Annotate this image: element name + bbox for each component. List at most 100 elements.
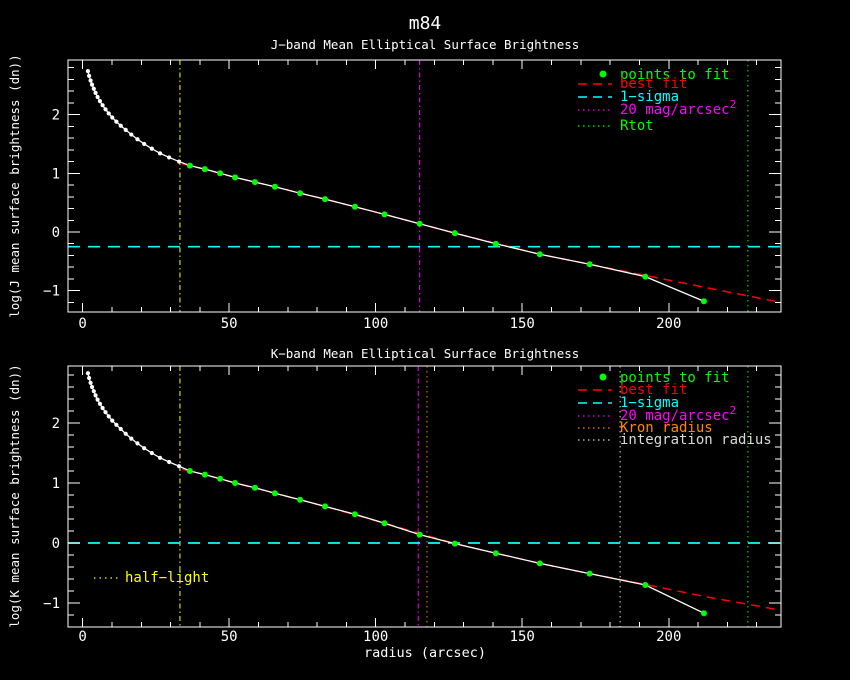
profile-point xyxy=(88,380,93,385)
profile-point xyxy=(149,450,154,456)
y-tick-label: 1 xyxy=(52,476,60,492)
fit-point xyxy=(251,484,258,491)
fit-point xyxy=(536,251,543,258)
fit-point xyxy=(322,503,329,510)
fit-point xyxy=(251,179,258,186)
profile-point xyxy=(135,137,140,142)
x-tick-label: 150 xyxy=(510,629,535,645)
y-tick-label: 1 xyxy=(52,166,60,182)
profile-point xyxy=(86,375,92,381)
profile-point xyxy=(114,422,119,427)
legend-dot-swatch xyxy=(599,373,607,381)
fit-point xyxy=(451,540,458,547)
profile-point xyxy=(167,155,172,160)
profile-point xyxy=(85,69,91,74)
fit-point xyxy=(186,468,193,474)
profile-point xyxy=(86,73,92,78)
profile-point xyxy=(142,446,147,451)
profile-point xyxy=(142,141,147,147)
k-panel-subtitle: K−band Mean Elliptical Surface Brightnes… xyxy=(270,346,580,361)
best-fit-line xyxy=(182,163,782,304)
fit-point xyxy=(700,610,707,617)
profile-point xyxy=(89,82,95,87)
y-tick-label: 0 xyxy=(52,536,60,552)
x-tick-label: 200 xyxy=(656,629,681,645)
x-tick-label: 200 xyxy=(656,316,681,332)
figure-title: m84 xyxy=(408,13,442,34)
profile-point xyxy=(123,431,128,436)
profile-point xyxy=(123,127,128,132)
profile-point xyxy=(110,418,115,423)
x-tick-label: 50 xyxy=(221,629,238,645)
fit-point xyxy=(586,570,593,577)
profile-point xyxy=(93,90,98,95)
profile-point xyxy=(97,98,103,104)
fit-point xyxy=(232,480,239,486)
profile-point xyxy=(129,436,134,441)
y-tick-label: −1 xyxy=(43,284,60,300)
x-tick-label: 100 xyxy=(363,316,388,332)
profile-point xyxy=(95,397,100,402)
profile-point xyxy=(118,426,123,432)
legend-label: 20 mag/arcsec2 xyxy=(620,404,736,424)
profile-point xyxy=(106,111,111,116)
profile-point xyxy=(176,464,182,469)
profile-markers xyxy=(85,371,182,469)
legend-label: Kron radius xyxy=(620,420,713,436)
x-tick-label: 150 xyxy=(510,316,535,332)
fit-point xyxy=(201,471,208,478)
fit-point xyxy=(451,230,458,237)
fit-point xyxy=(322,196,329,203)
profile-point xyxy=(85,371,91,376)
fit-point xyxy=(492,240,499,247)
legend-dot-swatch xyxy=(599,70,607,78)
j-panel-subtitle: J−band Mean Elliptical Surface Brightnes… xyxy=(270,37,580,52)
fit-point xyxy=(186,162,193,169)
legend-label: best fit xyxy=(620,382,687,398)
profile-point xyxy=(93,393,98,398)
fit-point xyxy=(271,490,278,497)
profile-markers xyxy=(85,69,182,164)
legend-label: integration radius xyxy=(620,432,772,448)
fit-point xyxy=(416,531,423,538)
legend-label: Rtot xyxy=(620,118,654,134)
fit-point xyxy=(297,496,304,503)
fit-point xyxy=(642,273,649,280)
profile-point xyxy=(129,132,134,137)
fit-point xyxy=(416,220,423,227)
profile-point xyxy=(89,384,95,390)
fit-point xyxy=(586,261,593,268)
profile-point xyxy=(118,123,123,128)
y-tick-label: 2 xyxy=(52,416,60,432)
x-tick-label: 50 xyxy=(221,316,238,332)
axes: 0 50 100 150 200 −1 0 1 2 xyxy=(43,365,782,645)
best-fit-line xyxy=(182,468,782,611)
fit-point xyxy=(381,211,388,218)
profile-point xyxy=(95,94,100,100)
y-tick-label: −1 xyxy=(43,596,60,612)
fit-point xyxy=(351,511,358,518)
legend-label: points to fit xyxy=(620,370,730,386)
fit-point xyxy=(492,550,499,557)
fit-point xyxy=(297,190,304,197)
fit-point xyxy=(700,298,707,305)
profile-point xyxy=(106,414,111,419)
profile-point xyxy=(157,151,163,156)
profile-point xyxy=(176,159,182,164)
legend-label: 1−sigma xyxy=(620,395,679,411)
fit-point xyxy=(536,560,543,567)
points-to-fit xyxy=(186,162,707,305)
profile-point xyxy=(103,107,108,112)
profile-point xyxy=(114,119,119,124)
reference-vlines xyxy=(179,60,749,312)
profile-point xyxy=(100,103,105,108)
legend-label: best fit xyxy=(620,76,687,92)
fit-point xyxy=(232,174,239,181)
half-light-label: half−light xyxy=(125,570,209,586)
